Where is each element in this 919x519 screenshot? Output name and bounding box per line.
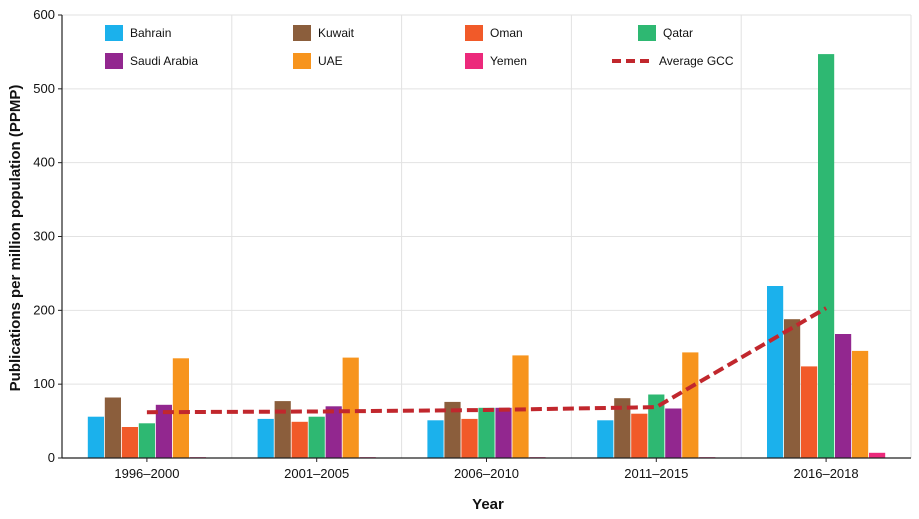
bar-qatar [648,394,665,458]
x-tick-label: 2006–2010 [454,466,519,481]
y-tick-label: 500 [33,81,55,96]
x-axis-title: Year [472,496,504,513]
bar-kuwait [614,398,631,458]
legend-label: Bahrain [130,26,171,40]
legend-label: UAE [318,54,343,68]
bar-qatar [818,54,835,458]
bar-saudi-arabia [155,404,172,458]
axes [58,14,911,462]
legend-label: Kuwait [318,26,355,40]
bar-bahrain [597,420,614,458]
bar-qatar [478,407,495,458]
bar-qatar [138,423,155,458]
x-tick-label: 2011–2015 [624,466,688,481]
bar-uae [172,358,189,458]
bar-kuwait [784,319,801,458]
bar-saudi-arabia [325,406,342,458]
x-tick-label: 1996–2000 [114,466,179,481]
bar-kuwait [444,401,461,458]
y-tick-label: 600 [33,7,55,22]
y-tick-label: 200 [33,302,55,317]
legend-label: Qatar [663,26,693,40]
bar-oman [631,413,648,458]
legend-swatch [293,25,311,41]
bar-oman [461,418,478,458]
bar-bahrain [767,286,784,458]
bar-uae [852,350,869,458]
bar-oman [291,421,308,458]
bar-bahrain [87,416,104,458]
x-tick-label: 2001–2005 [284,466,349,481]
bar-bahrain [257,418,274,458]
legend-label: Average GCC [659,54,734,68]
legend-label: Oman [490,26,523,40]
bar-oman [121,427,138,458]
average-line [146,306,828,415]
legend-swatch [465,25,483,41]
bars [87,54,886,458]
bar-bahrain [427,420,444,458]
bar-saudi-arabia [495,407,512,458]
grid [62,14,912,458]
bar-uae [682,352,699,458]
legend-swatch [638,25,656,41]
legend-label: Saudi Arabia [130,54,198,68]
bar-saudi-arabia [665,408,682,458]
y-tick-label: 0 [48,450,55,465]
legend-label: Yemen [490,54,527,68]
bar-kuwait [274,401,291,458]
y-tick-label: 100 [33,376,55,391]
legend-swatch [465,53,483,69]
average-gcc-line [146,306,828,415]
y-axis-title: Publications per million population (PPM… [7,85,24,392]
bar-uae [342,357,359,458]
bar-qatar [308,416,325,458]
legend: Bahrain Kuwait Oman Qatar Saudi Arabia UAE Yem… [105,25,734,69]
legend-swatch [293,53,311,69]
bar-saudi-arabia [835,334,852,458]
bar-uae [512,355,529,458]
y-tick-labels: 0 100 200 300 400 500 600 [33,7,55,465]
bar-kuwait [104,397,121,458]
legend-swatch [105,53,123,69]
bar-oman [801,366,818,458]
x-tick-label: 2016–2018 [794,466,859,481]
y-tick-label: 400 [33,155,55,170]
y-tick-label: 300 [33,229,55,244]
legend-swatch [105,25,123,41]
bar-yemen [869,452,886,458]
x-tick-labels: 1996–2000 2001–2005 2006–2010 2011–2015 2016… [114,466,858,481]
